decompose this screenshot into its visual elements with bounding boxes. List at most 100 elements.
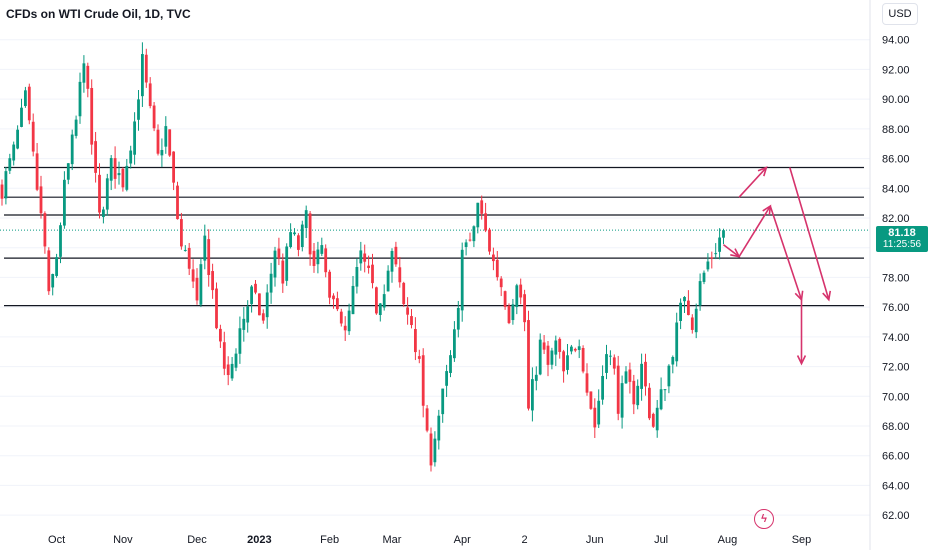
candle-body [156, 129, 160, 154]
candle-body [90, 87, 94, 145]
candle-body [285, 246, 289, 281]
forecast-arrow [723, 244, 740, 258]
candle-body [499, 278, 503, 288]
candle-body [394, 246, 398, 265]
candle-body [316, 249, 320, 265]
bar-countdown: 11:25:56 [882, 239, 922, 250]
candle-body [144, 54, 148, 83]
candle-body [690, 317, 694, 330]
candle-body [577, 346, 581, 350]
candle-body [242, 318, 246, 330]
candle-body [612, 357, 616, 369]
candle-body [371, 264, 374, 284]
x-tick-label: Jun [586, 534, 604, 546]
candle-body [593, 407, 597, 428]
candle-body [663, 389, 667, 391]
candle-body [117, 173, 121, 176]
candle-body [355, 266, 359, 287]
candle-body [484, 213, 487, 231]
candle-body [718, 237, 721, 252]
arrow-head [796, 355, 807, 366]
candle-body [20, 107, 23, 127]
candle-body [417, 356, 421, 359]
candle-body [109, 158, 113, 181]
candle-body [398, 267, 402, 283]
candle-body [86, 65, 90, 89]
candle-body [694, 308, 698, 333]
candle-body [226, 364, 230, 376]
candle-body [683, 296, 686, 302]
forecast-arrow [789, 167, 830, 300]
candle-body [636, 385, 640, 406]
x-tick-label: Dec [187, 534, 207, 546]
candle-body [4, 171, 8, 199]
candle-body [449, 355, 452, 373]
last-price-tag: 81.18 11:25:56 [876, 226, 928, 252]
candle-body [527, 320, 530, 409]
candle-body [581, 348, 585, 372]
candle-body [222, 342, 226, 369]
y-tick-label: 76.00 [882, 302, 910, 314]
candle-body [698, 281, 702, 306]
candle-body [168, 129, 172, 156]
candle-body [51, 274, 55, 288]
candle-body [464, 242, 468, 248]
candle-body [597, 400, 601, 425]
candle-body [640, 363, 643, 389]
candle-body [648, 387, 651, 419]
candle-body [183, 249, 187, 251]
candle-body [312, 250, 316, 266]
y-tick-label: 68.00 [882, 421, 910, 433]
candle-body [367, 265, 370, 268]
y-tick-label: 82.00 [882, 213, 910, 225]
candle-body [651, 413, 655, 427]
candle-body [265, 292, 269, 318]
candle-body [102, 209, 105, 218]
arrow-head [822, 290, 832, 302]
candle-body [105, 178, 109, 210]
candle-body [293, 232, 296, 235]
candle-body [375, 287, 378, 314]
candle-body [246, 306, 250, 323]
candle-body [328, 271, 331, 298]
candle-body [488, 229, 491, 252]
forecast-arrow [769, 205, 803, 300]
y-tick-label: 70.00 [882, 391, 910, 403]
candle-body [12, 144, 16, 161]
candle-body [566, 355, 569, 370]
candle-body [453, 329, 456, 359]
candle-body [605, 354, 608, 373]
candle-body [624, 371, 628, 384]
candle-body [472, 226, 476, 242]
candle-body [308, 213, 312, 255]
candle-body [347, 310, 351, 332]
x-tick-label: Feb [320, 534, 339, 546]
candle-body [585, 373, 589, 393]
candle-body [386, 270, 390, 292]
forecast-arrow [738, 205, 771, 258]
candle-body [562, 351, 565, 372]
candle-body [503, 291, 507, 307]
candle-body [320, 245, 324, 254]
candle-body [546, 345, 550, 365]
candle-body [24, 90, 27, 107]
candle-body [176, 185, 179, 220]
candle-body [351, 285, 355, 315]
candle-body [199, 264, 203, 305]
candle-body [468, 239, 472, 241]
candle-body [203, 235, 207, 261]
candle-body [332, 295, 335, 300]
candle-body [495, 259, 499, 278]
candle-body [195, 277, 199, 301]
currency-button[interactable]: USD [882, 3, 918, 25]
candle-body [359, 250, 363, 264]
candle-body [667, 365, 671, 387]
x-tick-label: Sep [792, 534, 812, 546]
candle-body [460, 249, 464, 311]
candle-body [589, 391, 593, 409]
x-tick-label: Oct [48, 534, 65, 546]
candle-body [644, 361, 647, 387]
arrow-head [757, 166, 768, 177]
candle-body [554, 340, 558, 355]
